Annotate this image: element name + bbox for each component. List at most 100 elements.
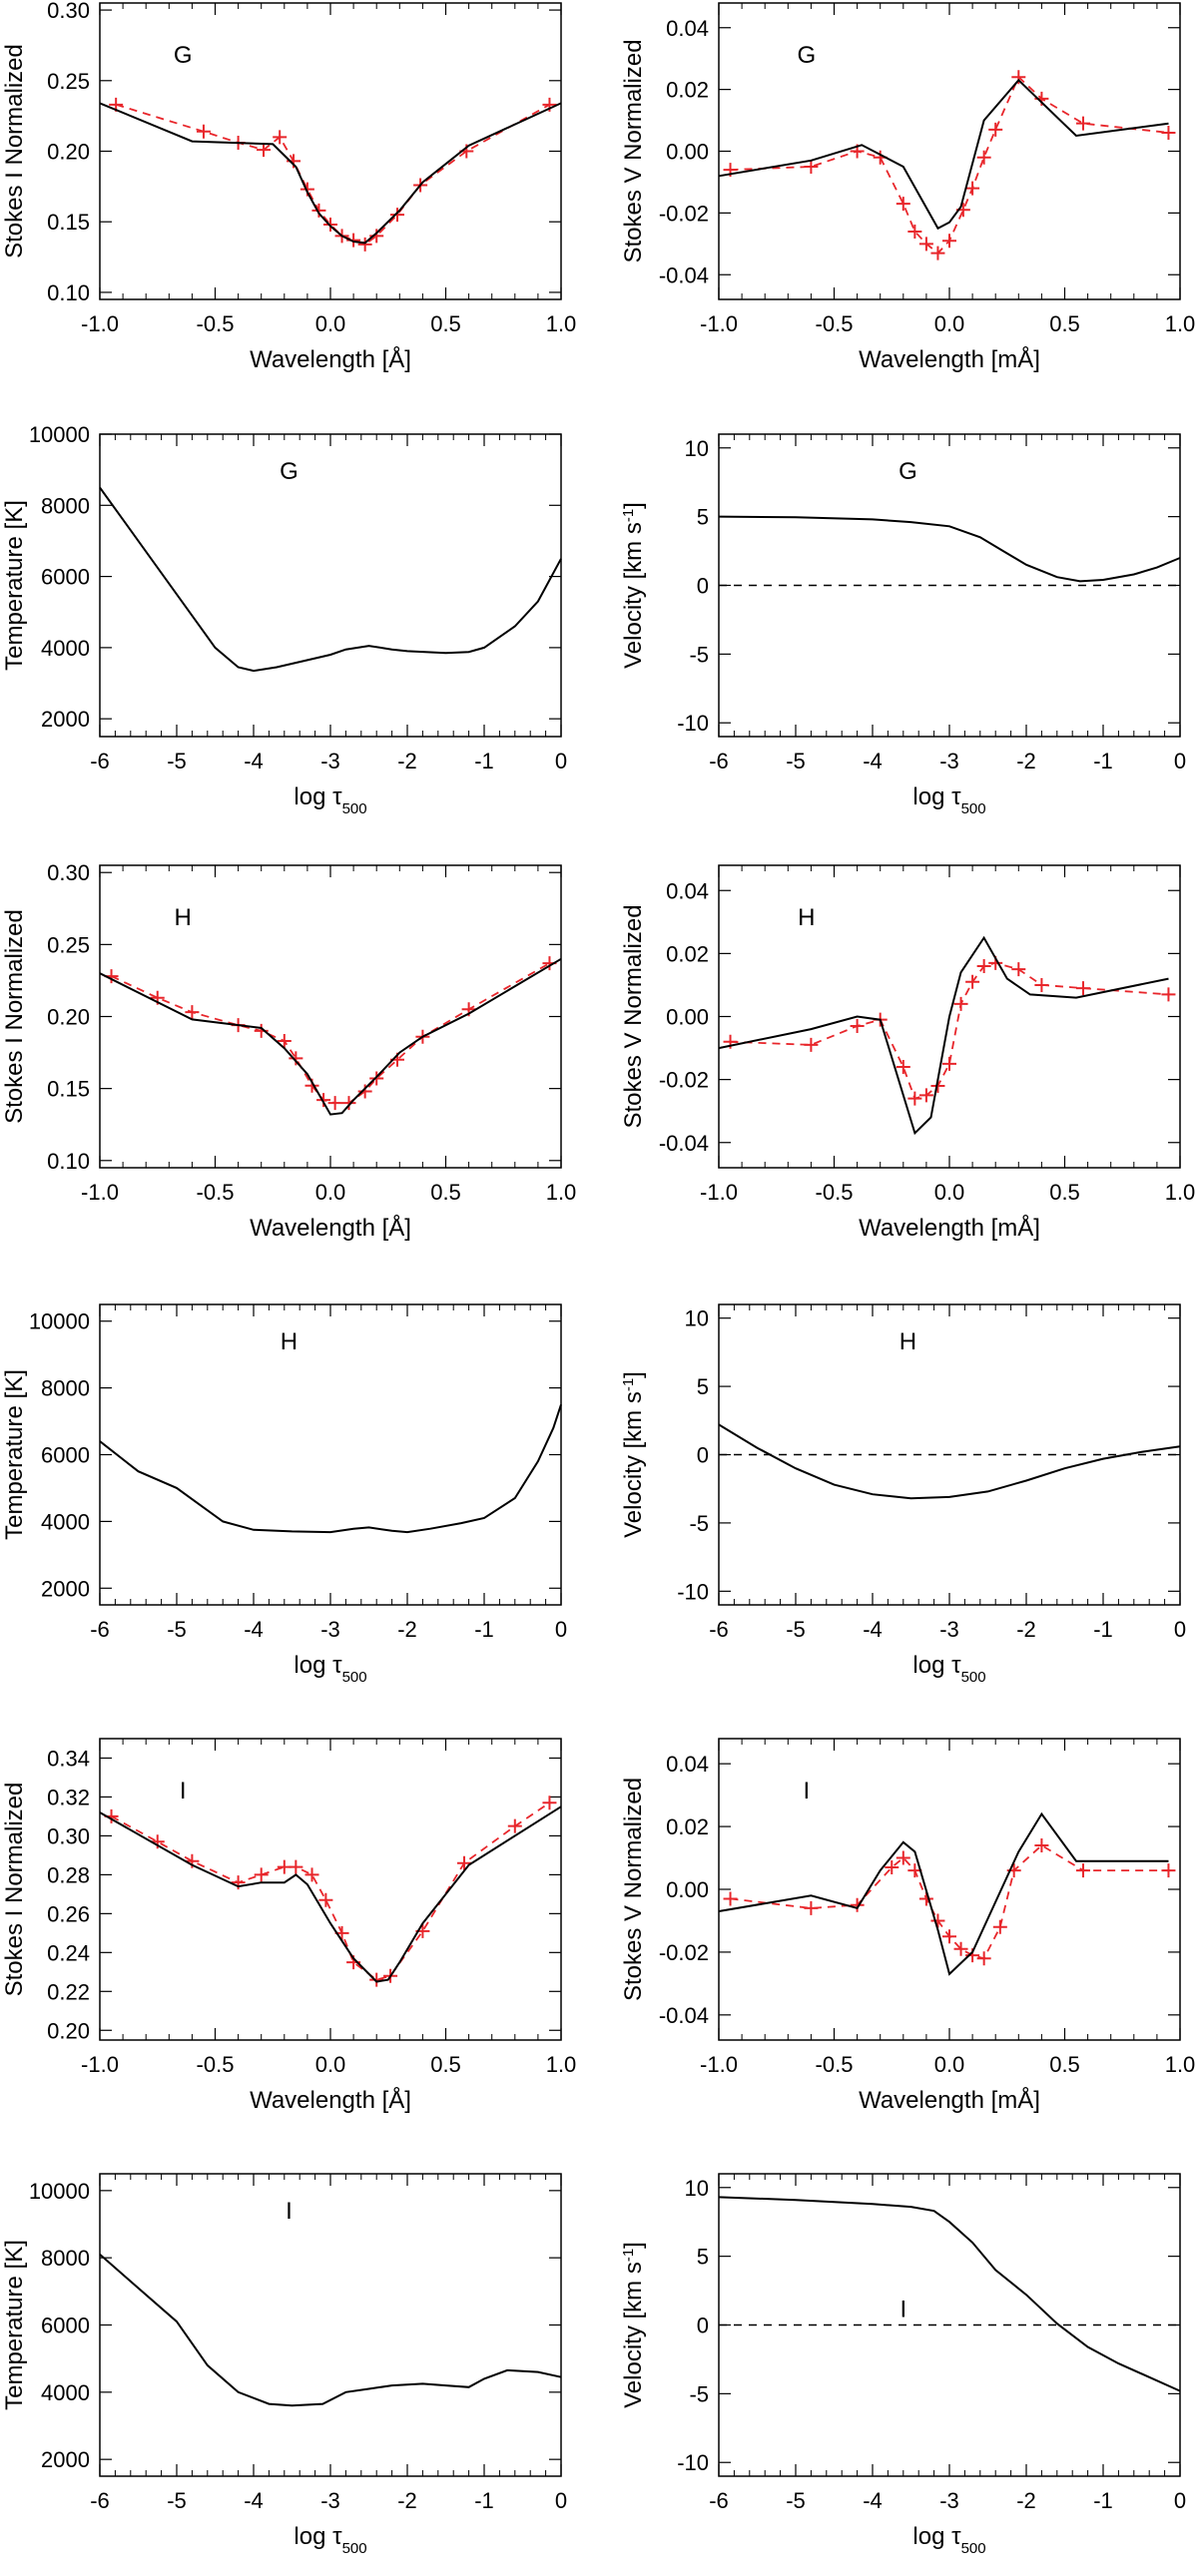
y-tick-label: -0.04: [659, 262, 709, 287]
y-tick-label: 0.15: [47, 210, 90, 235]
panel-label: I: [899, 2297, 906, 2323]
y-tick-label: 4000: [41, 1509, 90, 1534]
observed-point: [1161, 125, 1176, 140]
x-tick-label: 0.5: [1049, 2052, 1080, 2077]
y-axis-title: Stokes I Normalized: [1, 1783, 28, 1997]
observed-point: [341, 1096, 356, 1111]
y-tick-label: -0.02: [659, 201, 709, 226]
y-axis-title: Stokes I Normalized: [1, 909, 28, 1124]
observed-point: [907, 224, 922, 239]
x-axis-title: Wavelength [Å]: [250, 345, 411, 373]
x-tick-label: -4: [863, 2488, 883, 2513]
observed-point: [953, 1941, 968, 1956]
panel-label: I: [803, 1778, 810, 1804]
observed-point: [507, 1818, 522, 1833]
x-tick-label: -0.5: [197, 2052, 235, 2077]
observed-point: [850, 1018, 865, 1033]
x-tick-label: 0: [1174, 2488, 1186, 2513]
y-tick-label: 0.25: [47, 932, 90, 957]
x-tick-label: -0.5: [816, 1180, 854, 1205]
observed-point: [896, 1850, 910, 1865]
y-tick-label: 0: [697, 2314, 709, 2338]
panel-stokesI-g: -1.0 -0.5 0.0 0.5 1.0 0.10 0.15 0.20 0.25 0.30 Wav…: [1, 0, 576, 373]
y-tick-label: 0.25: [47, 69, 90, 94]
x-tick-label: -0.5: [197, 1180, 235, 1205]
x-tick-label: -5: [786, 2488, 806, 2513]
panel-label: G: [174, 42, 193, 69]
x-tick-label: -4: [244, 2488, 264, 2513]
x-tick-label: -6: [709, 2488, 729, 2513]
plot-frame: [99, 864, 562, 1169]
plot-frame: [718, 2, 1181, 300]
x-axis-title: log τ500: [912, 1652, 985, 1686]
y-tick-label: 8000: [41, 2246, 90, 2271]
plot-frame: [99, 1738, 562, 2041]
x-axis-title: log τ500: [294, 2523, 366, 2557]
observed-point: [1161, 987, 1176, 1002]
y-tick-label: 10: [685, 1306, 709, 1331]
observed-point: [988, 122, 1003, 137]
x-tick-label: -1: [474, 2488, 494, 2513]
x-tick-label: 0.0: [934, 311, 965, 336]
y-tick-label: 0.04: [666, 16, 709, 41]
plot-frame: [99, 2173, 562, 2477]
observed-point: [976, 150, 991, 165]
x-tick-label: -3: [320, 749, 340, 773]
x-tick-label: -3: [320, 1617, 340, 1642]
observed-point: [976, 1951, 991, 1966]
x-tick-label: 0.5: [1049, 1180, 1080, 1205]
x-tick-label: 0.0: [934, 2052, 965, 2077]
x-tick-label: -5: [786, 1617, 806, 1642]
x-tick-label: -4: [863, 749, 883, 773]
y-tick-label: 10: [685, 2176, 709, 2201]
x-tick-label: -2: [1016, 749, 1036, 773]
series-fit-line: [99, 1403, 562, 1534]
x-tick-label: 0.0: [315, 311, 346, 336]
x-tick-label: -4: [244, 1617, 264, 1642]
y-tick-label: -0.02: [659, 1940, 709, 1965]
x-tick-label: -1.0: [81, 2052, 119, 2077]
y-tick-label: -10: [677, 711, 709, 736]
y-tick-label: 0.00: [666, 1877, 709, 1902]
x-tick-label: -1: [474, 1617, 494, 1642]
x-tick-label: 0.5: [430, 311, 461, 336]
y-tick-label: 0.10: [47, 1149, 90, 1174]
y-tick-label: 0.00: [666, 1005, 709, 1030]
x-tick-label: 0: [1174, 1617, 1186, 1642]
x-tick-label: -5: [167, 1617, 187, 1642]
x-tick-label: -4: [863, 1617, 883, 1642]
x-axis-title: log τ500: [912, 783, 985, 817]
observed-point: [965, 181, 980, 196]
observed-point: [930, 1913, 945, 1928]
y-tick-label: 10: [685, 436, 709, 461]
observed-point: [185, 1005, 200, 1020]
x-tick-label: -3: [939, 749, 959, 773]
observed-point: [287, 154, 301, 169]
x-tick-label: -6: [709, 749, 729, 773]
x-tick-label: -1.0: [81, 311, 119, 336]
x-tick-label: -2: [1016, 1617, 1036, 1642]
observed-point: [257, 143, 272, 158]
x-tick-label: -1.0: [700, 311, 738, 336]
y-tick-label: 0.20: [47, 140, 90, 165]
panel-label: I: [286, 2198, 293, 2225]
x-tick-label: 1.0: [1165, 2052, 1196, 2077]
observed-point: [850, 1897, 865, 1912]
y-axis-title: Temperature [K]: [1, 2240, 28, 2410]
y-tick-label: -0.04: [659, 2003, 709, 2028]
observed-point: [804, 159, 819, 174]
y-axis-title: Temperature [K]: [1, 1369, 28, 1540]
y-tick-label: 0.15: [47, 1077, 90, 1102]
x-tick-label: 0.0: [315, 2052, 346, 2077]
series-fit-line: [99, 2254, 562, 2407]
x-axis-title: Wavelength [Å]: [250, 1214, 411, 1242]
panel-label: H: [899, 1328, 916, 1355]
series-fit-line: [718, 1811, 1169, 1976]
x-axis-title: Wavelength [Å]: [250, 2086, 411, 2114]
y-tick-label: 10000: [29, 1309, 90, 1334]
series-observed-line: [111, 962, 550, 1104]
observed-point: [942, 1056, 956, 1071]
y-tick-label: 5: [697, 1374, 709, 1399]
y-tick-label: 4000: [41, 636, 90, 661]
observed-point: [277, 1034, 292, 1049]
